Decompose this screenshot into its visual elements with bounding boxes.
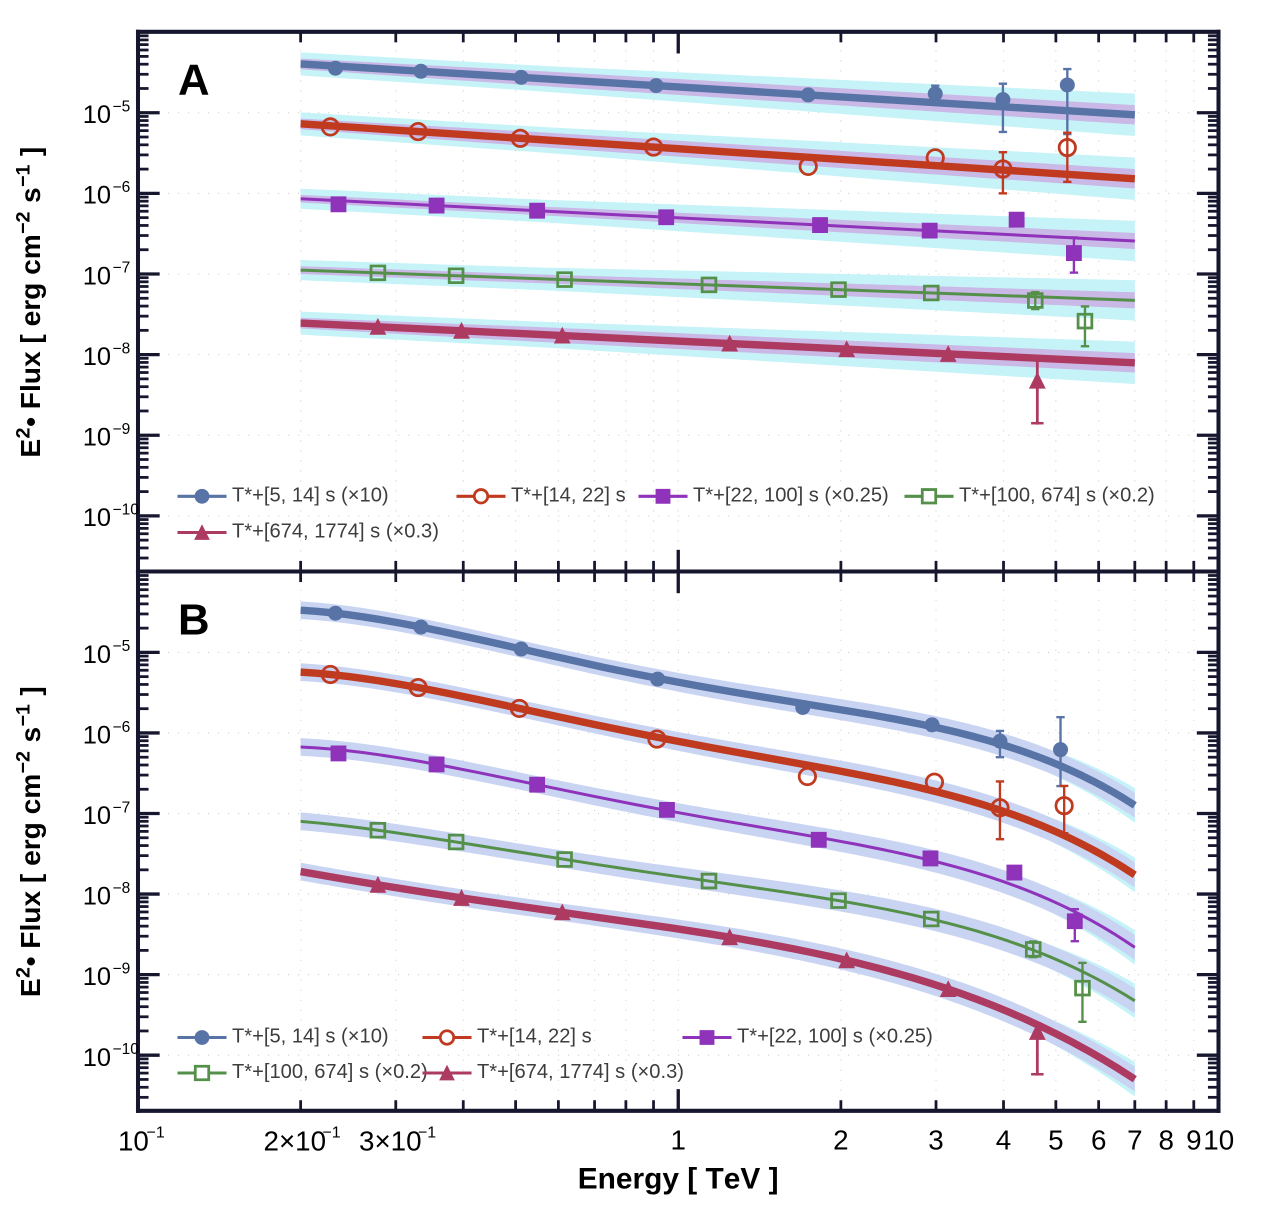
svg-text:10: 10	[1203, 1125, 1234, 1156]
svg-text:T*+[100, 674] s (×0.2): T*+[100, 674] s (×0.2)	[232, 1061, 428, 1083]
svg-text:10: 10	[83, 424, 111, 452]
svg-text:10: 10	[83, 504, 111, 532]
svg-text:T*+[14, 22] s: T*+[14, 22] s	[511, 485, 626, 507]
svg-text:6: 6	[1091, 1125, 1106, 1156]
svg-text:9: 9	[1186, 1125, 1201, 1156]
svg-text:3: 3	[928, 1125, 943, 1156]
svg-text:2×10: 2×10	[264, 1125, 327, 1156]
svg-text:10: 10	[83, 963, 111, 991]
svg-text:E • F l: E • F l u x [ e r g c m s ] 2 − 2 − 1	[10, 680, 46, 997]
svg-text:−5: −5	[113, 638, 131, 655]
svg-text:2: 2	[833, 1125, 848, 1156]
svg-text:10: 10	[83, 262, 111, 290]
svg-text:−8: −8	[113, 880, 131, 897]
svg-text:T*+[100, 674] s (×0.2): T*+[100, 674] s (×0.2)	[959, 485, 1155, 507]
svg-text:−8: −8	[113, 340, 131, 357]
svg-text:T*+[674, 1774] s (×0.3): T*+[674, 1774] s (×0.3)	[477, 1061, 684, 1083]
svg-text:10: 10	[83, 802, 111, 830]
svg-text:−9: −9	[113, 961, 131, 978]
svg-text:10: 10	[83, 883, 111, 911]
svg-text:−10: −10	[113, 1041, 140, 1058]
svg-text:−6: −6	[113, 179, 131, 196]
svg-text:T*+[5, 14] s (×10): T*+[5, 14] s (×10)	[232, 1026, 389, 1048]
svg-text:4: 4	[996, 1125, 1011, 1156]
svg-text:10: 10	[83, 1044, 111, 1072]
svg-text:−9: −9	[113, 421, 131, 438]
svg-text:5: 5	[1048, 1125, 1063, 1156]
svg-text:10: 10	[83, 101, 111, 129]
svg-text:−7: −7	[113, 260, 131, 277]
svg-text:T*+[5, 14] s (×10): T*+[5, 14] s (×10)	[232, 485, 389, 507]
svg-text:10: 10	[83, 721, 111, 749]
svg-text:10: 10	[83, 343, 111, 371]
svg-text:1: 1	[670, 1125, 685, 1156]
svg-text:T*+[22, 100] s (×0.25): T*+[22, 100] s (×0.25)	[737, 1026, 933, 1048]
svg-text:−7: −7	[113, 799, 131, 816]
svg-text:8: 8	[1158, 1125, 1173, 1156]
svg-text:3×10: 3×10	[359, 1125, 422, 1156]
svg-text:T*+[14, 22] s: T*+[14, 22] s	[477, 1026, 592, 1048]
svg-text:7: 7	[1127, 1125, 1142, 1156]
svg-text:−5: −5	[113, 98, 131, 115]
svg-text:−6: −6	[113, 719, 131, 736]
svg-text:−1: −1	[147, 1125, 165, 1142]
svg-text:T*+[674, 1774] s (×0.3): T*+[674, 1774] s (×0.3)	[232, 521, 439, 543]
svg-text:T*+[22, 100] s (×0.25): T*+[22, 100] s (×0.25)	[693, 485, 889, 507]
svg-text:B: B	[178, 596, 210, 645]
svg-text:E • F l: E • F l u x [ e r g c m s ] 2 − 2 − 1	[10, 140, 46, 457]
svg-text:−10: −10	[113, 502, 140, 519]
svg-text:A: A	[178, 56, 210, 105]
svg-text:10: 10	[83, 641, 111, 669]
svg-text:10: 10	[118, 1125, 149, 1156]
svg-text:E n e r: E n e r g y [ T e V ]	[578, 1163, 779, 1196]
svg-text:−1: −1	[323, 1125, 341, 1142]
svg-text:10: 10	[83, 182, 111, 210]
svg-text:−1: −1	[418, 1125, 436, 1142]
